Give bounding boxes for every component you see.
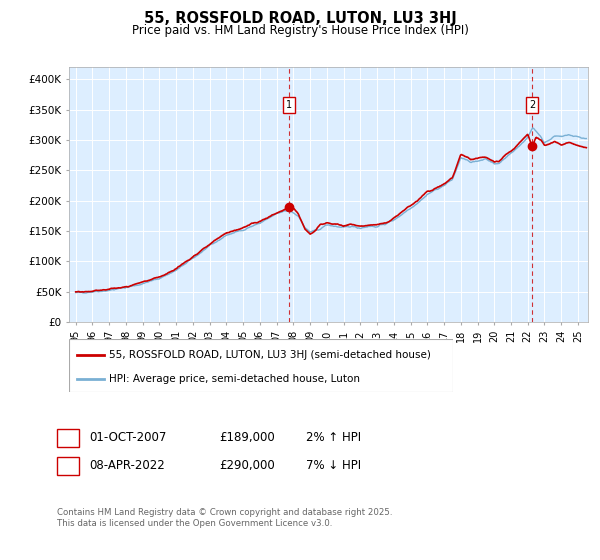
Text: 2: 2 xyxy=(529,100,535,110)
Text: 55, ROSSFOLD ROAD, LUTON, LU3 3HJ (semi-detached house): 55, ROSSFOLD ROAD, LUTON, LU3 3HJ (semi-… xyxy=(109,350,431,360)
Text: 01-OCT-2007: 01-OCT-2007 xyxy=(89,431,166,445)
Text: 1: 1 xyxy=(64,433,71,443)
Text: Price paid vs. HM Land Registry's House Price Index (HPI): Price paid vs. HM Land Registry's House … xyxy=(131,24,469,36)
Text: HPI: Average price, semi-detached house, Luton: HPI: Average price, semi-detached house,… xyxy=(109,374,361,384)
Text: £290,000: £290,000 xyxy=(219,459,275,473)
Text: 2: 2 xyxy=(64,461,71,471)
Text: 55, ROSSFOLD ROAD, LUTON, LU3 3HJ: 55, ROSSFOLD ROAD, LUTON, LU3 3HJ xyxy=(143,11,457,26)
Text: £189,000: £189,000 xyxy=(219,431,275,445)
Text: 7% ↓ HPI: 7% ↓ HPI xyxy=(306,459,361,473)
Text: 1: 1 xyxy=(286,100,292,110)
Text: 2% ↑ HPI: 2% ↑ HPI xyxy=(306,431,361,445)
Text: 08-APR-2022: 08-APR-2022 xyxy=(89,459,164,473)
Text: Contains HM Land Registry data © Crown copyright and database right 2025.
This d: Contains HM Land Registry data © Crown c… xyxy=(57,508,392,528)
